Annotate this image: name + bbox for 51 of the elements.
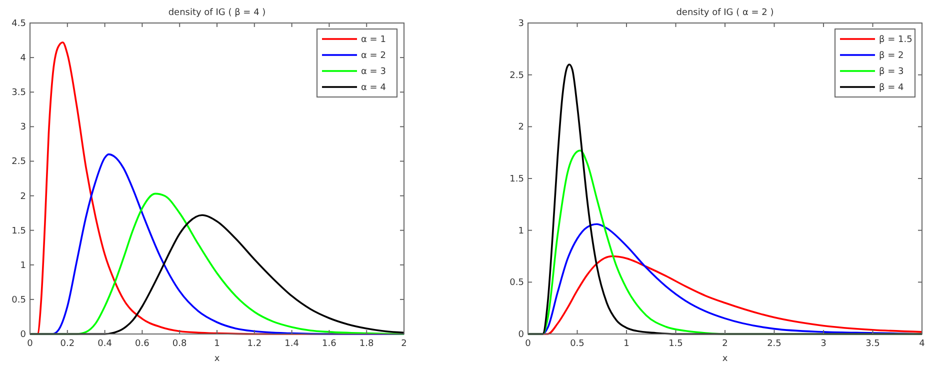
y-tick-label: 0 <box>20 330 26 340</box>
y-tick-label: 2.5 <box>12 157 26 168</box>
y-tick-label: 0.5 <box>12 295 26 306</box>
x-tick-label: 4 <box>919 339 926 349</box>
x-tick-label: 3 <box>820 339 826 349</box>
x-tick-label: 1 <box>214 339 220 349</box>
y-tick-label: 1 <box>20 260 26 271</box>
x-tick-label: 2 <box>401 339 407 349</box>
x-tick-label: 2.5 <box>767 339 782 349</box>
y-tick-label: 0.5 <box>510 278 524 288</box>
y-tick-label: 1.5 <box>12 226 26 236</box>
y-tick-label: 3.5 <box>12 88 26 98</box>
x-tick-label: 0.8 <box>172 339 188 349</box>
legend-label: α = 4 <box>361 83 386 93</box>
legend-label: α = 1 <box>361 35 386 45</box>
line-series <box>29 214 405 335</box>
legend-label: α = 3 <box>361 67 386 77</box>
x-tick-label: 0 <box>525 339 532 349</box>
y-tick-label: 0 <box>518 330 524 340</box>
line-series <box>527 64 923 335</box>
x-tick-label: 2 <box>722 339 728 349</box>
x-tick-label: 3.5 <box>866 339 880 349</box>
y-tick-label: 3 <box>518 19 524 29</box>
y-tick-label: 3 <box>20 122 26 133</box>
legend-label: β = 3 <box>879 67 904 77</box>
x-tick-label: 1.5 <box>668 339 683 349</box>
x-tick-label: 1.4 <box>284 339 300 349</box>
x-tick-label: 1 <box>624 339 630 349</box>
legend-label: β = 2 <box>879 51 904 61</box>
y-tick-label: 2 <box>20 192 26 202</box>
x-axis-title: x <box>214 354 220 364</box>
y-tick-label: 2 <box>518 122 524 133</box>
legend-label: β = 4 <box>879 83 904 93</box>
x-axis-title: x <box>722 354 728 364</box>
x-tick-label: 0.2 <box>60 339 75 349</box>
x-tick-label: 0.5 <box>570 339 584 349</box>
x-tick-label: 0.4 <box>98 339 112 349</box>
chart-title: density of IG ( α = 2 ) <box>676 8 774 18</box>
x-tick-label: 0.6 <box>135 339 150 349</box>
x-tick-label: 1.8 <box>359 339 374 349</box>
legend-label: α = 2 <box>361 51 386 61</box>
x-tick-label: 0 <box>27 339 34 349</box>
y-tick-label: 1.5 <box>510 174 524 184</box>
y-tick-label: 1 <box>518 226 524 236</box>
y-tick-label: 2.5 <box>510 70 524 81</box>
y-tick-label: 4 <box>20 54 26 64</box>
x-tick-label: 1.6 <box>322 339 337 349</box>
legend-label: β = 1.5 <box>879 35 912 45</box>
y-tick-label: 4.5 <box>12 19 26 29</box>
chart-title: density of IG ( β = 4 ) <box>168 8 266 18</box>
x-tick-label: 1.2 <box>247 339 262 349</box>
